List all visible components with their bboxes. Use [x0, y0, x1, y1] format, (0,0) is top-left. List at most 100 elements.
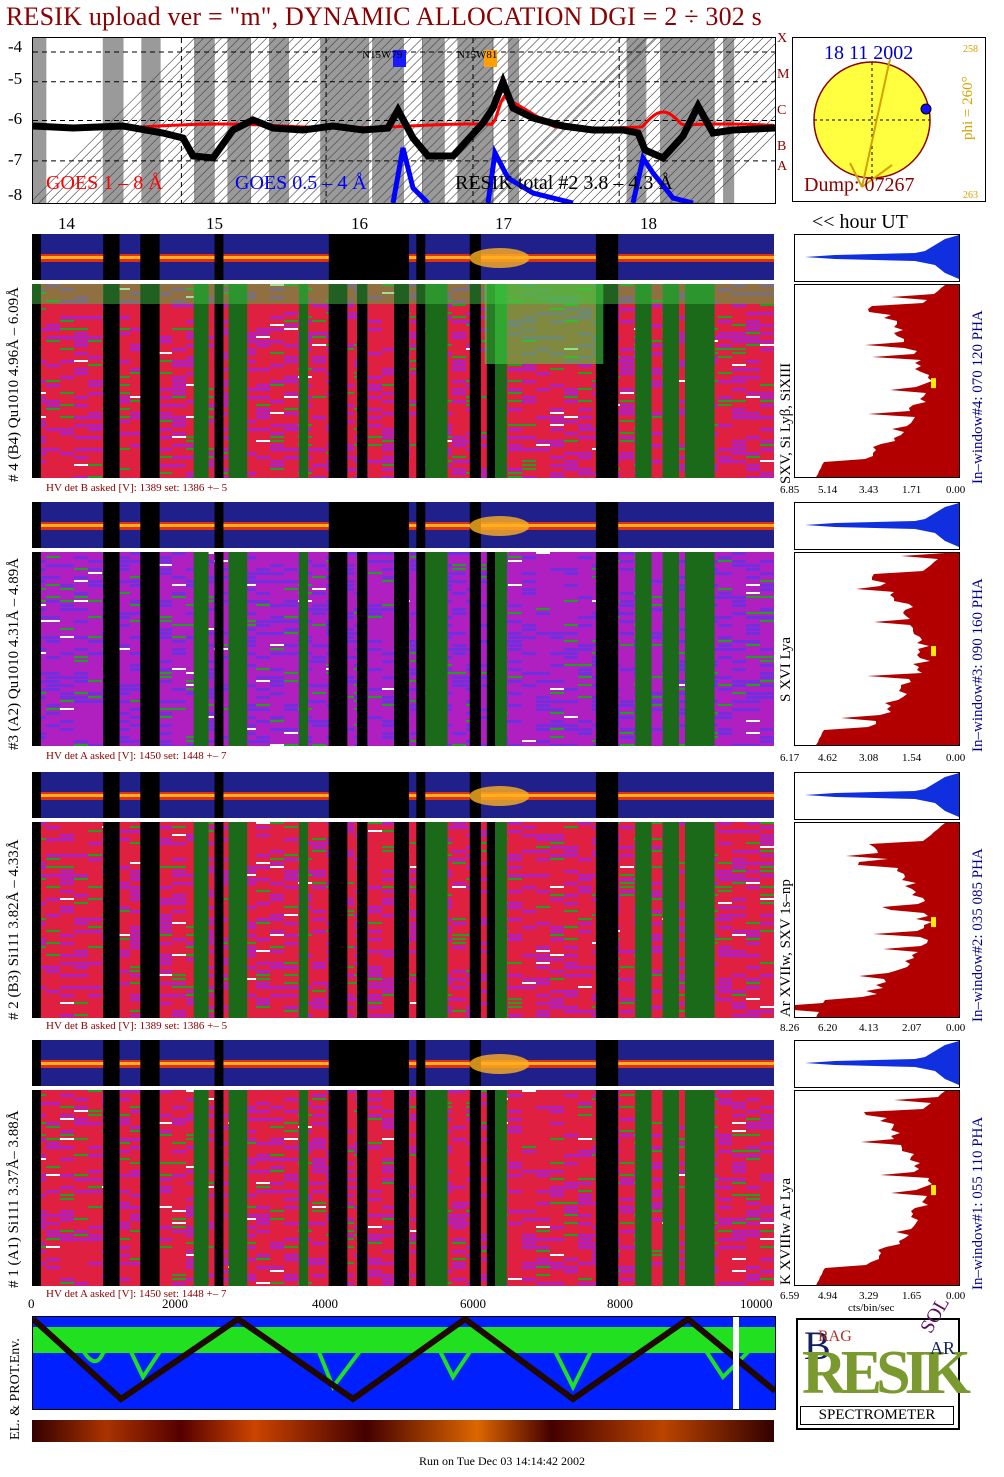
panel-1-window-label: In–window#1: 055 110 PHA — [970, 1116, 986, 1290]
legend-resik: RESIK total #2 3.8 – 4.3 Å — [455, 172, 673, 194]
hour-tick-15: 15 — [206, 214, 223, 233]
goes-gap-band — [102, 38, 124, 203]
panel-2-spectrogram — [32, 822, 774, 1018]
panel-4-spectrum-tick: 0.00 — [946, 484, 966, 496]
observation-date: 18 11 2002 — [824, 42, 914, 64]
goes-hatch-line — [182, 38, 348, 203]
ytick-m7: -7 — [8, 150, 23, 169]
dump-number: Dump: 07267 — [804, 174, 915, 196]
panel-1-spectrum-tick: 3.29 — [859, 1290, 879, 1302]
panel-4-spectrogram — [32, 284, 774, 478]
goes-gap-band — [33, 38, 47, 203]
goes-hatch-line — [38, 38, 204, 203]
logo-spectrometer: SPECTROMETER — [800, 1406, 954, 1425]
goes-hatch-line — [218, 38, 384, 203]
goes-hatch-line — [579, 38, 746, 203]
bottom-tick-10000: 10000 — [740, 1296, 773, 1311]
goes-plot — [33, 38, 775, 203]
class-x: X — [777, 31, 788, 46]
goes-hatch-line — [56, 38, 222, 203]
bottom-axis: 0 2000 4000 6000 8000 10000 — [28, 1296, 774, 1314]
resik-logo: B RAG RESIK SOL AR SPECTROMETER — [796, 1293, 971, 1430]
goes-hatch-line — [200, 38, 366, 203]
goes-hatch-line — [119, 38, 285, 203]
environment-plot — [33, 1317, 775, 1409]
goes-hatch-line — [101, 38, 267, 203]
panel-3-spectrogram — [32, 552, 774, 746]
panel-1-spectrum-tick: 0.00 — [946, 1290, 966, 1302]
hour-tick-16: 16 — [351, 214, 368, 233]
goes-hatch-line — [633, 61, 775, 203]
logo-ar: AR — [930, 1338, 956, 1358]
panel-2-hv-readout: HV det B asked [V]: 1389 set: 1386 +– 5 — [46, 1020, 228, 1032]
panel-3-detector-label: #3 (A2) Qu1010 4.31Å – 4.89Å — [6, 557, 22, 750]
bottom-intensity-strip — [32, 1420, 774, 1442]
panel-2-spectrum-profile — [794, 822, 960, 1018]
goes-hatch-line — [245, 38, 411, 203]
panel-1-spectrum-tick: 1.65 — [902, 1290, 922, 1302]
goes-hatch-line — [651, 79, 775, 203]
particle-environment-panel — [32, 1316, 776, 1410]
phi-top: 258 — [963, 44, 978, 55]
goes-hatch-line — [552, 38, 719, 203]
goes-hatch-line — [678, 106, 775, 203]
panel-3-pha-histogram — [794, 502, 960, 550]
sun-disk — [792, 37, 986, 202]
panel-4-detector-label: # 4 (B4) Qu1010 4.96Å – 6.09Å — [6, 287, 22, 482]
panel-2-pha-histogram — [794, 772, 960, 820]
goes-hatch-line — [209, 38, 375, 203]
class-b: B — [777, 139, 787, 154]
panel-2-spectral-line-label: Ar XVIIw, SXV 1s–np — [778, 879, 794, 1017]
goes-hatch-line — [588, 38, 755, 203]
panel-1-hv-readout: HV det A asked [V]: 1450 set: 1448 +– 7 — [46, 1288, 227, 1300]
goes-hatch-line — [570, 38, 737, 203]
goes-hatch-line — [516, 38, 683, 203]
goes-hatch-line — [534, 38, 701, 203]
goes-hatch-line — [498, 38, 665, 203]
panel-2-detector-label: # 2 (B3) Si111 3.82Å – 4.33Å — [6, 839, 22, 1020]
flare-class-axis: X M C B A — [777, 30, 789, 175]
goes-hatch-line — [155, 38, 321, 203]
goes-05-4-curve — [390, 144, 694, 203]
panel-4-spectrum-tick: 5.14 — [818, 484, 838, 496]
panel-3-spectral-line-label: S XVI Lya — [778, 637, 794, 702]
logo-brand: RESIK — [802, 1339, 971, 1407]
panel-3-spectrum-tick: 1.54 — [902, 752, 922, 764]
panel-1-detector-label: # 1 (A1) Si111 3.37Å– 3.88Å — [6, 1110, 22, 1288]
page-title: RESIK upload ver = "m", DYNAMIC ALLOCATI… — [6, 2, 762, 31]
sun-position-panel — [792, 37, 986, 202]
goes-hatch-line — [705, 133, 775, 203]
panel-2-spectrum-tick: 6.20 — [818, 1022, 838, 1034]
panel-4-spectrum-profile — [794, 284, 960, 478]
goes-hatch-line — [507, 38, 674, 203]
goes-hatch-line — [47, 38, 213, 203]
resik-total-curve — [33, 72, 775, 163]
bottom-tick-6000: 6000 — [460, 1296, 486, 1311]
spectrum-unit-label: cts/bin/sec — [848, 1302, 895, 1314]
panel-2-spectrum-tick: 4.13 — [859, 1022, 879, 1034]
class-m: M — [777, 67, 790, 82]
goes-hatch-line — [137, 38, 303, 203]
panel-1-spectrum-profile — [794, 1090, 960, 1286]
panel-4-spectrum-tick: 3.43 — [859, 484, 879, 496]
goes-hatch-line — [561, 38, 728, 203]
active-region-label-1: N15W79 — [362, 49, 403, 61]
panel-1-spectrum-tick: 6.59 — [780, 1290, 800, 1302]
hour-ut-label: << hour UT — [812, 211, 908, 233]
panel-1-spectrogram — [32, 1090, 774, 1286]
goes-hatch-line — [489, 38, 656, 203]
goes-hatch-line — [660, 88, 775, 203]
goes-hatch-line — [92, 38, 258, 203]
hour-tick-18: 18 — [640, 214, 657, 233]
panel-1-pha-histogram — [794, 1040, 960, 1088]
panel-4-pha-histogram — [794, 234, 960, 282]
goes-hatch-line — [128, 38, 294, 203]
active-region-label-2: N15W81 — [457, 49, 498, 61]
panel-1-spectrum-tick: 4.94 — [818, 1290, 838, 1302]
panel-1-spectral-line-label: K XVIIIw Ar Lya — [778, 1177, 794, 1285]
bottom-tick-2000: 2000 — [162, 1296, 188, 1311]
ytick-m5: -5 — [8, 69, 23, 88]
panel-3-lightcurve-strip — [32, 502, 774, 548]
panel-3-spectrum-profile — [794, 552, 960, 746]
goes-hatch-line — [687, 115, 775, 203]
